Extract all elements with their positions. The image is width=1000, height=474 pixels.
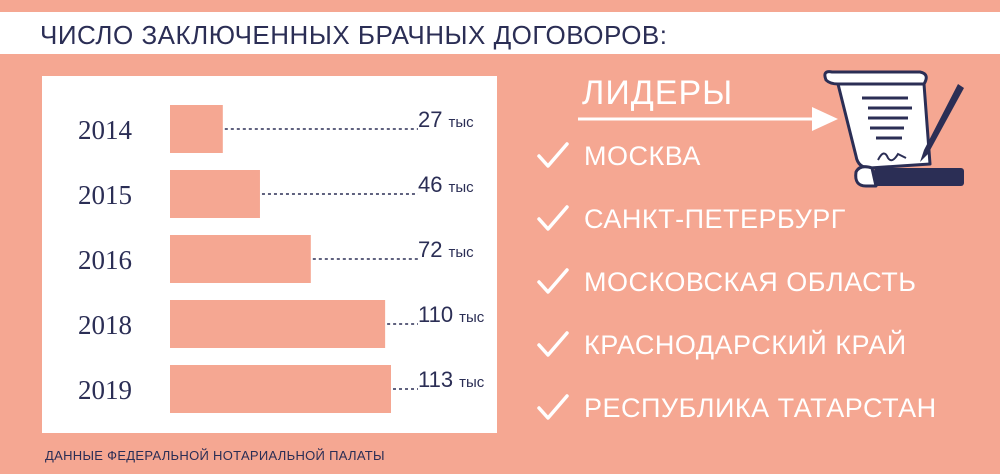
value-label: 27 тыс: [418, 107, 474, 132]
year-label: 2015: [78, 180, 132, 210]
bar-chart: 2014 27 тыс 2015 46 тыс 2016 72 тыс 2018 110 тыс 201…: [78, 105, 485, 413]
contract-scroll-pen-icon: [823, 70, 964, 188]
leader-item: МОСКВА: [536, 136, 701, 176]
bar-chart-panel: 2014 27 тыс 2015 46 тыс 2016 72 тыс 2018 110 тыс 201…: [42, 76, 497, 433]
value-label: 113 тыс: [418, 367, 485, 392]
value-label: 46 тыс: [418, 172, 474, 197]
checkmark-icon: [537, 394, 569, 420]
title-bar: ЧИСЛО ЗАКЛЮЧЕННЫХ БРАЧНЫХ ДОГОВОРОВ:: [0, 12, 1000, 54]
year-label: 2018: [78, 310, 132, 340]
checkmark-icon: [537, 142, 569, 168]
source-note: ДАННЫЕ ФЕДЕРАЛЬНОЙ НОТАРИАЛЬНОЙ ПАЛАТЫ: [45, 448, 385, 463]
bar: [170, 170, 260, 218]
page-title: ЧИСЛО ЗАКЛЮЧЕННЫХ БРАЧНЫХ ДОГОВОРОВ:: [40, 20, 668, 50]
leaders-heading: ЛИДЕРЫ: [582, 74, 734, 112]
checkmark-icon: [537, 205, 569, 231]
value-label: 110 тыс: [418, 302, 485, 327]
leader-item: МОСКОВСКАЯ ОБЛАСТЬ: [536, 262, 916, 302]
leader-label: САНКТ-ПЕТЕРБУРГ: [584, 203, 846, 234]
leader-item: РЕСПУБЛИКА ТАТАРСТАН: [536, 388, 937, 428]
checkmark-icon: [537, 331, 569, 357]
leader-label: МОСКВА: [584, 140, 701, 171]
leader-label: МОСКОВСКАЯ ОБЛАСТЬ: [584, 266, 917, 297]
year-label: 2019: [78, 375, 132, 405]
value-label: 72 тыс: [418, 237, 474, 262]
leader-item: САНКТ-ПЕТЕРБУРГ: [536, 199, 846, 239]
leader-label: РЕСПУБЛИКА ТАТАРСТАН: [584, 392, 937, 423]
bar: [170, 235, 311, 283]
leader-item: КРАСНОДАРСКИЙ КРАЙ: [536, 325, 907, 365]
bar: [170, 365, 391, 413]
year-label: 2016: [78, 245, 132, 275]
arrow-right-icon: [578, 107, 838, 131]
bar: [170, 300, 386, 348]
year-label: 2014: [78, 115, 133, 145]
checkmark-icon: [537, 268, 569, 294]
leader-label: КРАСНОДАРСКИЙ КРАЙ: [584, 329, 907, 360]
bar: [170, 105, 223, 153]
